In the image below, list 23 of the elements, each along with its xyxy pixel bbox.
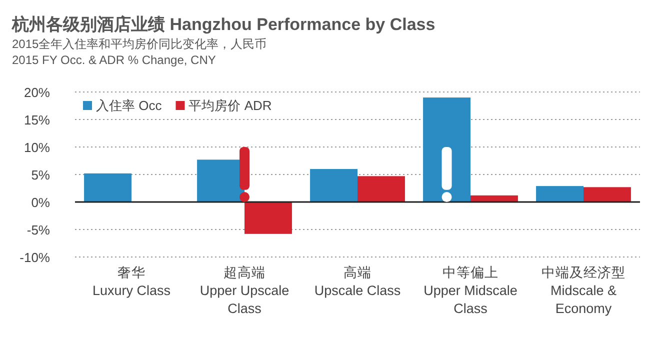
bar	[84, 173, 132, 202]
y-tick-label: 5%	[31, 168, 50, 182]
bar	[310, 169, 358, 202]
x-tick-label: 奢华 Luxury Class	[92, 265, 171, 298]
bar	[584, 187, 631, 202]
x-tick-label: 超高端 Upper Upscale Class	[200, 265, 290, 316]
bar	[470, 195, 518, 202]
legend-label: 平均房价 ADR	[188, 98, 272, 113]
x-tick-label: 高端 Upscale Class	[314, 265, 401, 298]
y-tick-label: 15%	[24, 112, 50, 128]
bar	[536, 186, 584, 202]
y-tick-label: 20%	[24, 85, 50, 100]
bar	[423, 98, 470, 202]
y-tick-label: -5%	[26, 222, 50, 238]
y-tick-label: 10%	[24, 140, 50, 155]
x-tick-label: 中端及经济型 Midscale & Economy	[542, 265, 626, 316]
legend-label: 入住率 Occ	[96, 98, 162, 113]
chart-subtitle: 2015全年入住率和平均房价同比变化率，人民币 2015 FY Occ. & ADR % Change, CNY	[12, 37, 267, 67]
x-tick-label: 中等偏上 Upper Midscale Class	[424, 265, 518, 316]
chart-title: 杭州各级别酒店业绩 Hangzhou Performance by Class	[11, 15, 436, 34]
bar	[358, 176, 405, 202]
y-tick-label: -10%	[20, 250, 50, 265]
y-tick-label: 0%	[31, 195, 50, 210]
